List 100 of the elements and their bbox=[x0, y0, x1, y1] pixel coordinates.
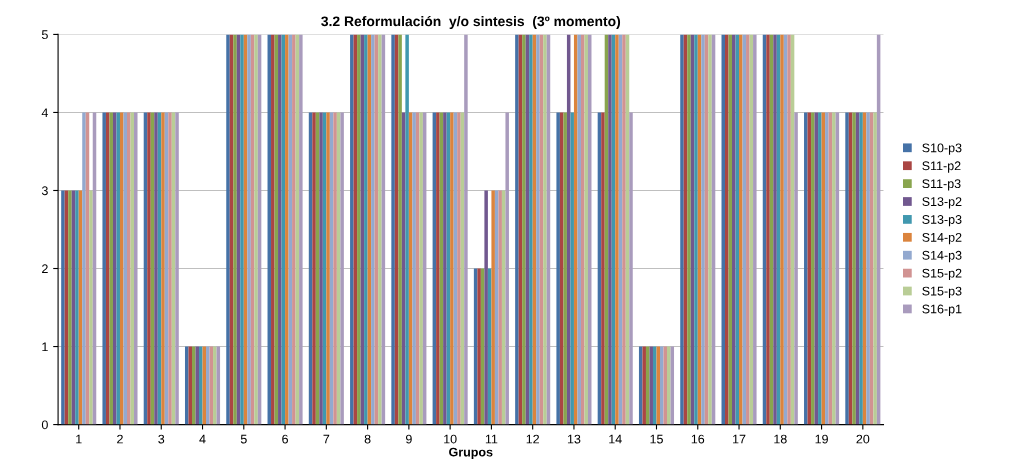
bar bbox=[206, 346, 210, 425]
bar bbox=[412, 112, 416, 425]
x-tick-label: 7 bbox=[323, 434, 330, 444]
legend-label: S13-p2 bbox=[922, 197, 962, 209]
x-tick-label: 3 bbox=[158, 434, 165, 444]
bar bbox=[147, 112, 151, 425]
bar bbox=[556, 112, 560, 425]
bar bbox=[233, 34, 237, 425]
bar bbox=[213, 346, 217, 425]
bar bbox=[116, 112, 120, 425]
bar bbox=[278, 34, 282, 425]
x-tick-label: 11 bbox=[485, 434, 498, 444]
bar bbox=[825, 112, 829, 425]
x-tick-label: 1 bbox=[76, 434, 82, 444]
legend-label: S13-p3 bbox=[922, 215, 962, 227]
y-tick-label: 1 bbox=[42, 342, 48, 352]
bar bbox=[491, 190, 495, 425]
bar bbox=[226, 34, 230, 425]
bar bbox=[687, 34, 691, 425]
bar bbox=[68, 190, 72, 425]
bar bbox=[622, 34, 626, 425]
x-tick-label: 20 bbox=[856, 434, 870, 444]
legend-label: S10-p3 bbox=[922, 143, 962, 155]
bar bbox=[340, 112, 344, 425]
x-tick-label: 16 bbox=[691, 434, 705, 444]
x-tick-label: 6 bbox=[282, 434, 288, 444]
bar bbox=[601, 112, 605, 425]
x-tick-label: 14 bbox=[609, 434, 622, 444]
bar bbox=[333, 112, 337, 425]
x-tick-label: 5 bbox=[240, 434, 247, 444]
bar bbox=[873, 112, 877, 425]
bar bbox=[450, 112, 454, 425]
bar bbox=[134, 112, 138, 425]
x-tick-label: 18 bbox=[774, 434, 787, 444]
bar bbox=[247, 34, 251, 425]
x-tick-label: 10 bbox=[444, 434, 457, 444]
x-tick-label: 4 bbox=[199, 434, 206, 444]
legend-label: S15-p3 bbox=[922, 286, 962, 298]
bar bbox=[739, 34, 743, 425]
bar bbox=[845, 112, 849, 425]
x-tick-label: 12 bbox=[526, 434, 540, 444]
bar bbox=[391, 34, 395, 425]
bar bbox=[577, 34, 581, 425]
bar bbox=[154, 112, 158, 425]
bar bbox=[649, 346, 653, 425]
bar bbox=[746, 34, 750, 425]
legend-label: S15-p2 bbox=[922, 268, 962, 281]
bar bbox=[240, 34, 244, 425]
bar bbox=[109, 112, 113, 425]
bar bbox=[773, 34, 777, 425]
bar bbox=[326, 112, 330, 425]
bar bbox=[642, 346, 646, 425]
y-tick-label: 2 bbox=[42, 264, 48, 274]
bar bbox=[766, 34, 770, 425]
bar bbox=[271, 34, 275, 425]
y-tick-label: 4 bbox=[41, 108, 48, 117]
bar bbox=[443, 112, 447, 425]
bar bbox=[787, 34, 791, 425]
x-tick-label: 13 bbox=[567, 434, 581, 444]
bar bbox=[522, 34, 526, 425]
bar bbox=[780, 34, 784, 425]
bar bbox=[168, 112, 172, 425]
bar bbox=[629, 112, 633, 425]
legend-label: S16-p1 bbox=[922, 304, 962, 316]
bar bbox=[484, 190, 488, 425]
bar bbox=[378, 34, 382, 425]
bar bbox=[350, 34, 354, 425]
x-tick-label: 8 bbox=[364, 434, 371, 444]
bar bbox=[102, 112, 106, 425]
bar bbox=[804, 112, 808, 425]
legend-label: S14-p2 bbox=[922, 232, 962, 245]
x-tick-label: 19 bbox=[815, 434, 828, 444]
y-tick-label: 5 bbox=[41, 30, 48, 40]
bar bbox=[319, 112, 323, 425]
bar bbox=[371, 34, 375, 425]
bar bbox=[753, 34, 757, 425]
bar bbox=[732, 34, 736, 425]
bar bbox=[536, 34, 540, 425]
bar bbox=[82, 112, 86, 425]
bar bbox=[436, 112, 440, 425]
bar bbox=[811, 112, 815, 425]
bar bbox=[794, 112, 798, 425]
bar bbox=[680, 34, 684, 425]
bar bbox=[721, 34, 725, 425]
bar bbox=[694, 34, 698, 425]
bar bbox=[161, 112, 165, 425]
bar bbox=[859, 112, 863, 425]
legend-label: S11-p2 bbox=[922, 161, 961, 173]
bar bbox=[254, 34, 258, 425]
bar bbox=[708, 34, 712, 425]
bar bbox=[405, 34, 409, 425]
bar bbox=[529, 34, 533, 425]
x-tick-label: 2 bbox=[117, 434, 123, 444]
bar bbox=[419, 112, 423, 425]
bar bbox=[543, 34, 547, 425]
bar bbox=[667, 346, 671, 425]
y-tick-label: 3 bbox=[41, 186, 48, 196]
bar bbox=[364, 34, 368, 425]
bar bbox=[357, 34, 361, 425]
x-tick-label: 17 bbox=[733, 434, 746, 444]
